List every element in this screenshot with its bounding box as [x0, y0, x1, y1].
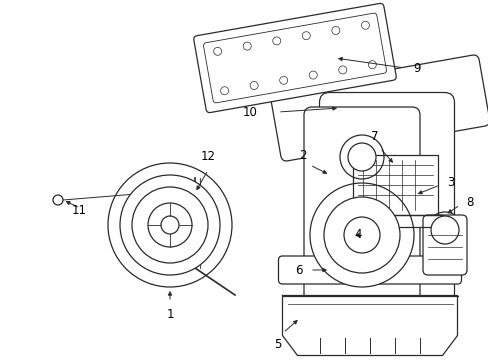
Text: 5: 5: [274, 338, 281, 351]
Text: 1: 1: [166, 308, 173, 321]
Polygon shape: [347, 215, 442, 227]
Circle shape: [250, 81, 258, 90]
Text: 4: 4: [353, 229, 361, 242]
Text: 12: 12: [200, 150, 215, 163]
Circle shape: [343, 217, 379, 253]
Circle shape: [108, 163, 231, 287]
Text: 8: 8: [465, 195, 472, 208]
Circle shape: [120, 175, 220, 275]
Circle shape: [220, 87, 228, 95]
Circle shape: [426, 212, 462, 248]
Circle shape: [132, 187, 207, 263]
Text: 6: 6: [295, 264, 303, 276]
FancyBboxPatch shape: [304, 107, 419, 303]
Circle shape: [308, 71, 317, 79]
Circle shape: [309, 183, 413, 287]
Text: 2: 2: [299, 149, 306, 162]
FancyBboxPatch shape: [278, 256, 461, 284]
Circle shape: [53, 195, 63, 205]
Text: 9: 9: [412, 62, 420, 75]
Circle shape: [302, 32, 310, 40]
Circle shape: [161, 216, 179, 234]
Circle shape: [347, 143, 375, 171]
Circle shape: [367, 61, 376, 69]
Circle shape: [338, 66, 346, 74]
Text: 11: 11: [72, 203, 87, 216]
Circle shape: [324, 197, 399, 273]
FancyBboxPatch shape: [270, 55, 488, 161]
FancyBboxPatch shape: [193, 4, 395, 113]
Polygon shape: [352, 155, 437, 215]
Text: 10: 10: [243, 105, 258, 118]
Circle shape: [339, 135, 383, 179]
Text: 3: 3: [446, 175, 453, 189]
Polygon shape: [282, 296, 457, 356]
Circle shape: [361, 21, 368, 29]
Circle shape: [213, 47, 221, 55]
FancyBboxPatch shape: [203, 13, 386, 103]
Circle shape: [331, 27, 339, 35]
Circle shape: [243, 42, 251, 50]
Text: 7: 7: [370, 130, 378, 143]
FancyBboxPatch shape: [319, 93, 453, 307]
Circle shape: [430, 216, 458, 244]
Circle shape: [279, 76, 287, 84]
FancyBboxPatch shape: [422, 215, 466, 275]
Circle shape: [272, 37, 280, 45]
Circle shape: [148, 203, 192, 247]
